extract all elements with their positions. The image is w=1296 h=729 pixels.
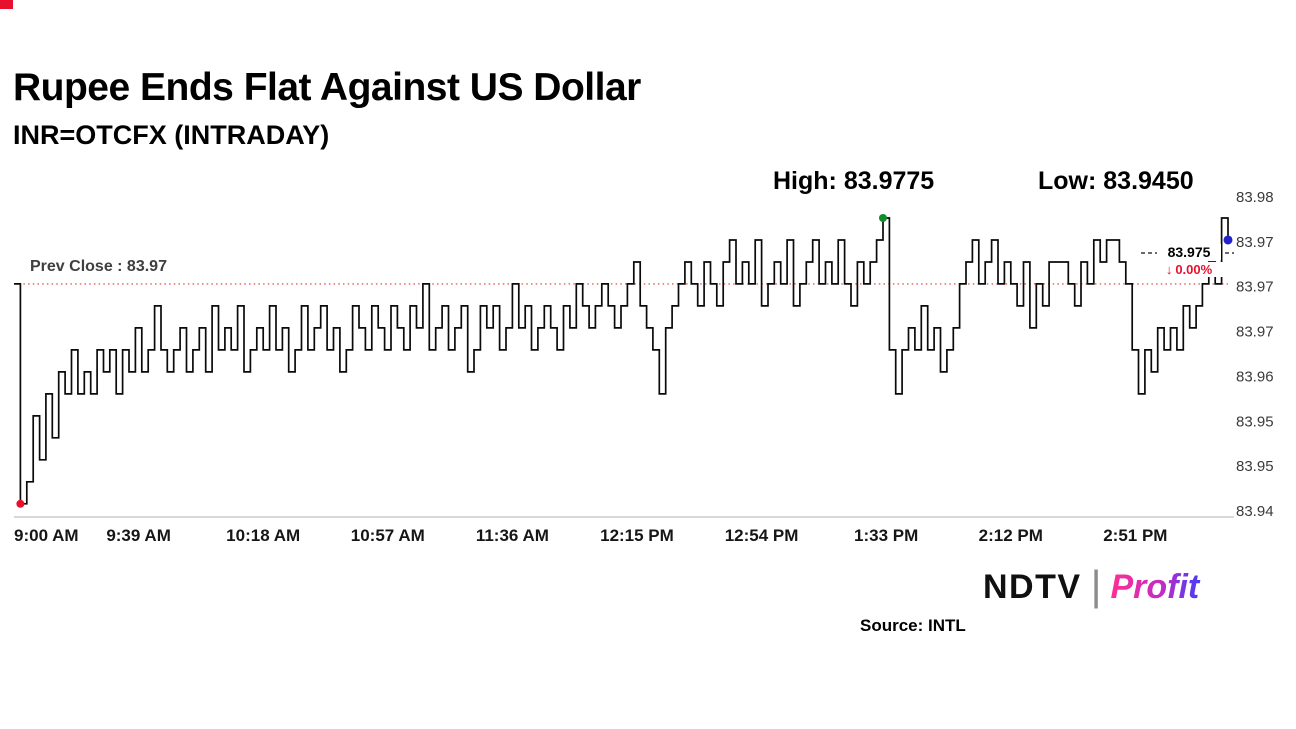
- brand-logo: NDTV | Profit: [983, 561, 1203, 609]
- x-axis-label: 12:15 PM: [600, 526, 674, 545]
- profit-logo: Profit: [1110, 568, 1203, 607]
- y-axis-label: 83.97: [1236, 234, 1274, 251]
- y-axis-label: 83.94: [1236, 503, 1274, 520]
- last-marker-dot: [1223, 235, 1233, 245]
- low-marker-dot: [16, 499, 25, 508]
- high-marker-dot: [878, 213, 887, 222]
- change-value: 0.00%: [1175, 262, 1213, 277]
- x-axis-label: 9:00 AM: [14, 526, 79, 545]
- y-axis-label: 83.97: [1236, 324, 1274, 341]
- y-axis-label: 83.95: [1236, 458, 1274, 475]
- x-axis-label: 2:12 PM: [979, 526, 1043, 545]
- down-arrow-icon: ↓: [1165, 262, 1173, 277]
- prev-close-label: Prev Close : 83.97: [30, 258, 167, 275]
- last-price-label: 83.975: [1157, 244, 1221, 260]
- page-title: Rupee Ends Flat Against US Dollar: [13, 66, 641, 109]
- x-axis-label: 10:57 AM: [351, 526, 425, 545]
- x-axis-label: 10:18 AM: [226, 526, 300, 545]
- y-axis-label: 83.96: [1236, 368, 1274, 385]
- y-axis-label: 83.98: [1236, 189, 1274, 206]
- change-percent-label: ↓ 0.00%: [1150, 262, 1228, 277]
- x-axis-label: 1:33 PM: [854, 526, 918, 545]
- ndtv-logo: NDTV: [983, 568, 1082, 606]
- x-axis-label: 11:36 AM: [476, 526, 549, 545]
- y-axis-label: 83.95: [1236, 413, 1274, 430]
- chart-subtitle: INR=OTCFX (INTRADAY): [13, 120, 330, 150]
- high-annotation: High: 83.9775: [773, 167, 935, 195]
- x-axis-label: 9:39 AM: [106, 526, 171, 545]
- low-annotation: Low: 83.9450: [1038, 167, 1194, 195]
- y-axis-label: 83.97: [1236, 279, 1274, 296]
- corner-accent: [0, 0, 13, 9]
- price-line: [14, 217, 1229, 505]
- x-axis-label: 12:54 PM: [725, 526, 799, 545]
- x-axis-label: 2:51 PM: [1103, 526, 1167, 545]
- brand-separator: |: [1090, 561, 1102, 609]
- source-label: Source: INTL: [860, 616, 966, 635]
